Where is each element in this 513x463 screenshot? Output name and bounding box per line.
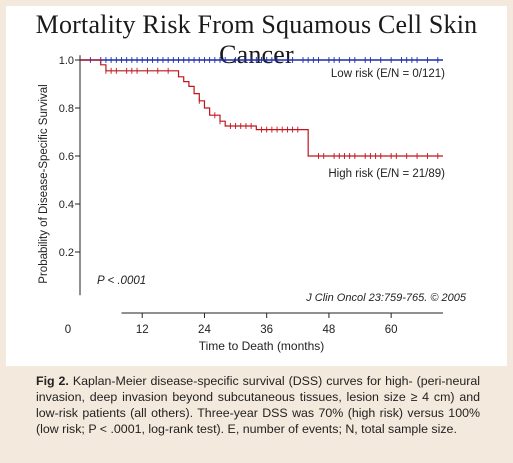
x-tick-label: 0: [65, 324, 71, 336]
x-tick-label: 12: [136, 324, 149, 336]
x-tick-label: 48: [323, 324, 336, 336]
y-tick-label: 0.4: [59, 199, 74, 211]
km-chart: 0.2 0.4 0.6 0.8 1.0 Probability of Disease-Sp…: [38, 55, 467, 353]
x-axis-title: Time to Death (months): [199, 339, 325, 353]
y-tick-label: 0.6: [59, 151, 74, 163]
y-tick-label: 0.8: [59, 103, 74, 115]
y-axis-title: Probability of Disease-Specific Survival: [38, 84, 50, 283]
y-tick-label: 0.2: [59, 247, 74, 259]
p-value-annotation: P < .0001: [97, 275, 146, 287]
x-tick-label: 60: [385, 324, 398, 336]
chart-title: Mortality Risk From Squamous Cell Skin C…: [35, 10, 478, 69]
low-risk-label: Low risk (E/N = 0/121): [331, 68, 445, 80]
figure-caption: Fig 2. Kaplan-Meier disease-specific sur…: [36, 373, 480, 437]
figure-frame: [6, 6, 507, 366]
x-tick-label: 24: [198, 324, 211, 336]
citation-text: J Clin Oncol 23:759-765. © 2005: [305, 292, 467, 304]
caption-text: Kaplan-Meier disease-specific survival (…: [36, 374, 480, 436]
y-tick-label: 1.0: [59, 55, 74, 67]
x-tick-label: 36: [260, 324, 273, 336]
high-risk-label: High risk (E/N = 21/89): [328, 168, 445, 180]
caption-lead: Fig 2.: [36, 374, 69, 388]
